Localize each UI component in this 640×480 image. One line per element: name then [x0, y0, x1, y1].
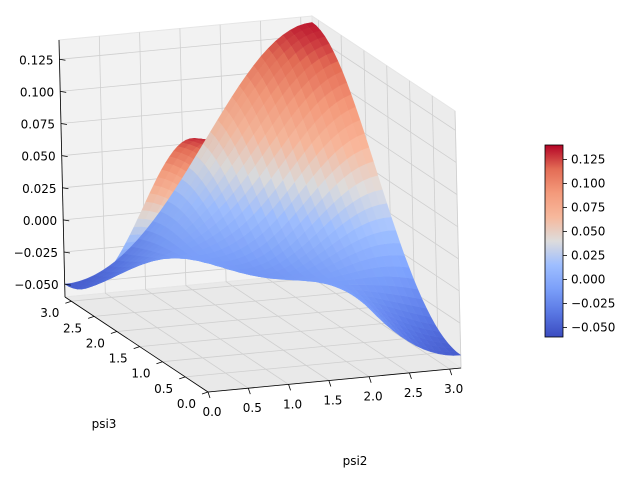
axes-lines: [58, 39, 462, 393]
y-axis-ticks: 0.0 0.5 1.01.5 2.0 2.5 3.0: [40, 300, 209, 411]
colorbar-tick-label: 0.000: [571, 272, 605, 286]
x-tick-label: 1.5: [323, 394, 342, 408]
z-tick-label: 0.075: [21, 118, 55, 132]
z-tick-label: 0.100: [20, 85, 54, 99]
colorbar-tick-label: 0.025: [571, 248, 605, 262]
colorbar-tick-label: 0.100: [571, 176, 605, 190]
colorbar-tick-label: 0.050: [571, 224, 605, 238]
y-tick-label: 0.5: [154, 382, 173, 396]
surface: [64, 22, 462, 356]
x-tick-label: 2.0: [364, 390, 383, 404]
y-tick-label: 1.0: [131, 367, 150, 381]
y-axis-label: psi3: [92, 417, 117, 431]
colorbar-tick-label: −0.025: [571, 296, 615, 310]
z-tick-label: 0.125: [19, 53, 53, 67]
x-tick-label: 2.5: [404, 386, 423, 400]
z-tick-label: −0.025: [14, 246, 58, 260]
x-tick-label: 3.0: [444, 382, 463, 396]
y-tick-label: 1.5: [109, 352, 128, 366]
z-tick-label: −0.050: [14, 278, 58, 292]
colorbar-tick-label: −0.050: [571, 320, 615, 334]
x-tick-label: 0.0: [202, 405, 221, 419]
x-tick-label: 0.5: [243, 401, 262, 415]
x-tick-label: 1.0: [283, 397, 302, 411]
z-tick-label: 0.025: [22, 182, 56, 196]
z-tick-label: 0.050: [21, 150, 55, 164]
x-axis-label: psi2: [343, 454, 368, 468]
colorbar: [544, 144, 564, 338]
colorbar-tick-label: 0.125: [571, 152, 605, 166]
y-tick-label: 2.0: [86, 337, 105, 351]
z-axis-ticks: −0.050 −0.025 0.000 0.025 0.050 0.075 0.100 0.1…: [14, 53, 71, 292]
z-tick-label: 0.000: [23, 214, 57, 228]
colorbar-ticks: −0.050 −0.025 0.000 0.025 0.050 0.075 0.100 0.1…: [563, 152, 615, 334]
y-tick-label: 2.5: [63, 321, 82, 335]
y-tick-label: 0.0: [177, 397, 196, 411]
colorbar-tick-label: 0.075: [571, 200, 605, 214]
x-axis-ticks: 0.0 0.5 1.0 1.5 2.0 2.5 3.0: [202, 368, 463, 419]
y-tick-label: 3.0: [40, 306, 59, 320]
